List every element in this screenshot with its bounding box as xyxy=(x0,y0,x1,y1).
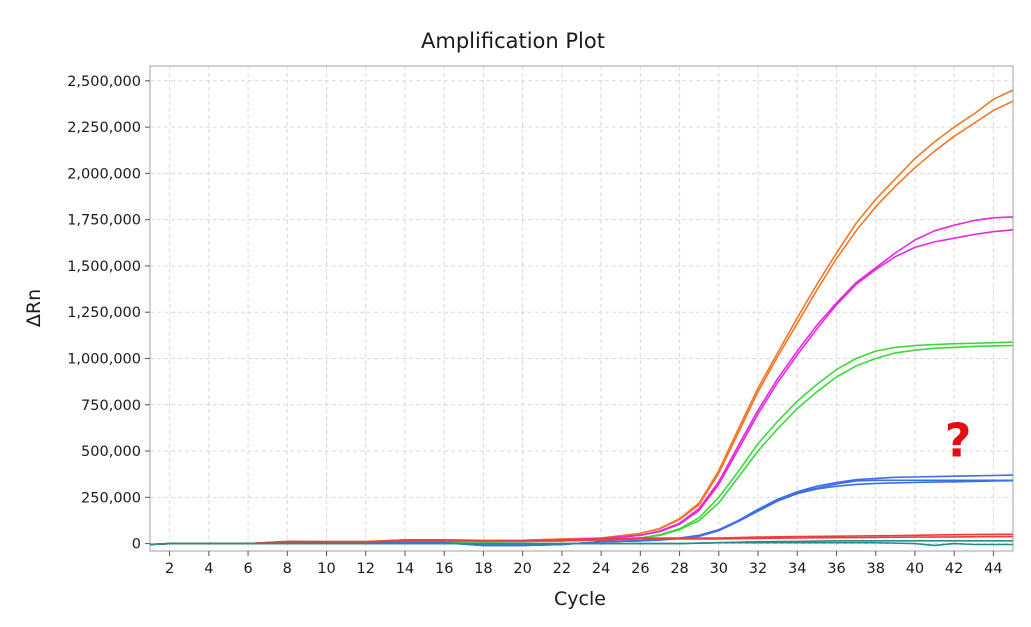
x-tick-label: 32 xyxy=(749,561,767,577)
series-line-blue-3 xyxy=(149,479,1013,547)
y-tick-label: 1,250,000 xyxy=(67,305,141,321)
x-tick-label: 8 xyxy=(283,561,292,577)
x-tick-label: 26 xyxy=(631,561,649,577)
x-tick-label: 42 xyxy=(945,561,963,577)
x-tick-label: 16 xyxy=(435,561,453,577)
series-line-red-2 xyxy=(149,535,1013,546)
x-tick-label: 12 xyxy=(357,561,375,577)
y-tick-label: 2,250,000 xyxy=(67,120,141,136)
y-tick-label: 2,500,000 xyxy=(67,74,141,90)
y-tick-label: 1,000,000 xyxy=(67,351,141,367)
x-tick-label: 24 xyxy=(592,561,610,577)
x-axis-label: Cycle xyxy=(554,588,606,610)
y-tick-label: 1,500,000 xyxy=(67,259,141,275)
x-tick-label: 2 xyxy=(165,561,174,577)
y-axis-ticks: 0 250,000 500,000 750,000 1,000,000 1,250,000… xyxy=(67,74,150,553)
y-tick-label: 250,000 xyxy=(81,490,141,506)
x-tick-label: 28 xyxy=(670,561,688,577)
plot-frame xyxy=(149,65,1014,552)
x-tick-label: 22 xyxy=(553,561,571,577)
x-tick-label: 40 xyxy=(906,561,924,577)
grid-layer xyxy=(150,66,1013,551)
x-tick-label: 18 xyxy=(474,561,492,577)
series-line-teal-2 xyxy=(149,539,1013,546)
x-tick-label: 4 xyxy=(204,561,213,577)
question-mark-annotation: ? xyxy=(945,414,972,468)
y-axis-label: ΔRn xyxy=(23,289,45,327)
series-layer xyxy=(149,89,1014,547)
x-tick-label: 10 xyxy=(317,561,335,577)
x-tick-label: 44 xyxy=(984,561,1002,577)
x-tick-label: 14 xyxy=(396,561,414,577)
y-tick-label: 1,750,000 xyxy=(67,213,141,229)
y-tick-label: 0 xyxy=(132,537,141,553)
chart-title: Amplification Plot xyxy=(421,29,605,53)
x-axis-ticks: 2 4 6 8 10 12 14 16 18 20 22 24 26 28 30 32 34 36 38 40 42 44 xyxy=(165,551,1003,577)
x-tick-label: 30 xyxy=(710,561,728,577)
x-tick-label: 38 xyxy=(866,561,884,577)
y-tick-label: 2,000,000 xyxy=(67,166,141,182)
y-tick-label: 750,000 xyxy=(81,398,141,414)
x-tick-label: 6 xyxy=(243,561,252,577)
x-tick-label: 36 xyxy=(827,561,845,577)
x-tick-label: 34 xyxy=(788,561,806,577)
y-tick-label: 500,000 xyxy=(81,444,141,460)
x-tick-label: 20 xyxy=(513,561,531,577)
